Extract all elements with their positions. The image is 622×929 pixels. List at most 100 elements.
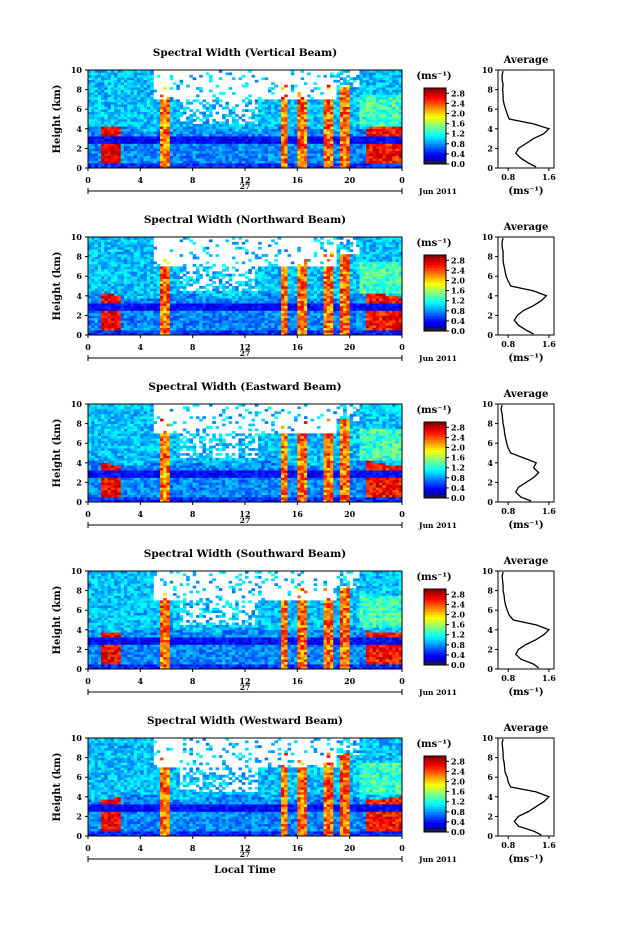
heatmap-cell — [215, 136, 220, 139]
heatmap-cell — [140, 79, 144, 83]
heatmap-cell — [271, 82, 275, 85]
heatmap-cell — [117, 310, 122, 314]
heatmap-cell — [91, 288, 95, 292]
heatmap-cell — [271, 136, 275, 139]
heatmap-cell — [117, 239, 122, 243]
heatmap-cell — [137, 121, 141, 125]
heatmap-cell — [228, 128, 233, 132]
heatmap-cell — [218, 290, 223, 294]
heatmap-cell — [146, 89, 151, 93]
colorbar-swatch — [424, 100, 446, 104]
heatmap-cell — [182, 141, 187, 144]
heatmap-cell — [238, 158, 243, 161]
heatmap-cell — [150, 155, 154, 159]
heatmap-cell — [248, 163, 252, 166]
heatmap-cell — [326, 104, 331, 108]
heatmap-cell — [110, 131, 115, 134]
heatmap-cell — [205, 261, 210, 265]
heatmap-cell — [176, 141, 180, 144]
heatmap-cell — [169, 273, 174, 277]
heatmap-cell — [379, 99, 383, 103]
heatmap-cell — [104, 237, 108, 240]
heatmap-cell — [346, 82, 350, 85]
heatmap-cell — [156, 278, 161, 282]
heatmap-cell — [215, 315, 220, 319]
heatmap-cell — [88, 111, 92, 115]
heatmap-cell — [254, 145, 259, 149]
heatmap-cell — [114, 77, 118, 81]
heatmap-cell — [323, 123, 328, 127]
heatmap-cell — [323, 109, 328, 112]
heatmap-cell — [235, 163, 239, 166]
heatmap-cell — [97, 305, 102, 309]
heatmap-cell — [150, 92, 154, 95]
heatmap-cell — [179, 153, 184, 157]
heatmap-cell — [163, 133, 167, 137]
heatmap-cell — [163, 165, 167, 169]
heatmap-cell — [104, 254, 108, 257]
heatmap-cell — [140, 106, 144, 110]
heatmap-cell — [97, 300, 102, 304]
heatmap-cell — [199, 165, 203, 169]
heatmap-cell — [284, 160, 288, 164]
heatmap-cell — [205, 143, 210, 147]
heatmap-cell — [94, 332, 99, 336]
heatmap-cell — [153, 138, 157, 142]
heatmap-cell — [133, 131, 138, 134]
heatmap-cell — [166, 143, 171, 147]
heatmap-cell — [120, 327, 125, 331]
heatmap-cell — [107, 150, 112, 154]
heatmap-cell — [326, 123, 331, 127]
heatmap-cell — [150, 298, 154, 301]
heatmap-cell — [209, 138, 213, 142]
heatmap-cell — [137, 155, 141, 159]
heatmap-cell — [199, 300, 203, 304]
heatmap-cell — [388, 141, 393, 144]
heatmap-cell — [218, 104, 223, 108]
heatmap-cell — [264, 121, 269, 125]
heatmap-cell — [159, 288, 164, 292]
heatmap-cell — [123, 239, 128, 243]
heatmap-cell — [310, 96, 314, 100]
heatmap-cell — [133, 276, 138, 279]
heatmap-cell — [166, 261, 171, 265]
heatmap-cell — [307, 121, 311, 125]
heatmap-cell — [284, 131, 288, 134]
heatmap-cell — [150, 308, 154, 311]
heatmap-cell — [163, 300, 167, 304]
heatmap-cell — [182, 290, 187, 294]
heatmap-cell — [241, 320, 246, 324]
heatmap-cell — [199, 145, 203, 149]
average-x-tick-label: 0.8 — [501, 172, 515, 182]
heatmap-cell — [123, 74, 128, 78]
heatmap-cell — [123, 101, 128, 105]
heatmap-cell — [176, 310, 180, 314]
heatmap-cell — [133, 148, 138, 152]
heatmap-cell — [372, 89, 377, 93]
heatmap-cell — [307, 109, 311, 112]
heatmap-cell — [258, 315, 262, 319]
heatmap-cell — [94, 96, 99, 100]
heatmap-cell — [130, 266, 135, 270]
heatmap-cell — [379, 163, 383, 166]
heatmap-cell — [395, 79, 400, 83]
heatmap-cell — [182, 123, 187, 127]
heatmap-cell — [290, 138, 295, 142]
heatmap-cell — [195, 325, 200, 328]
heatmap-cell — [114, 278, 118, 282]
heatmap-cell — [212, 165, 216, 169]
heatmap-cell — [156, 322, 161, 326]
heatmap-cell — [91, 241, 95, 245]
heatmap-cell — [137, 79, 141, 83]
heatmap-cell — [248, 153, 252, 157]
heatmap-cell — [97, 109, 102, 112]
heatmap-cell — [287, 138, 292, 142]
heatmap-cell — [127, 310, 131, 314]
average-y-tick-label: 0 — [487, 163, 493, 173]
heatmap-cell — [140, 237, 144, 240]
heatmap-cell — [117, 158, 122, 161]
heatmap-cell — [392, 82, 396, 85]
heatmap-cell — [94, 312, 99, 316]
heatmap-cell — [264, 160, 269, 164]
heatmap-cell — [280, 131, 285, 134]
